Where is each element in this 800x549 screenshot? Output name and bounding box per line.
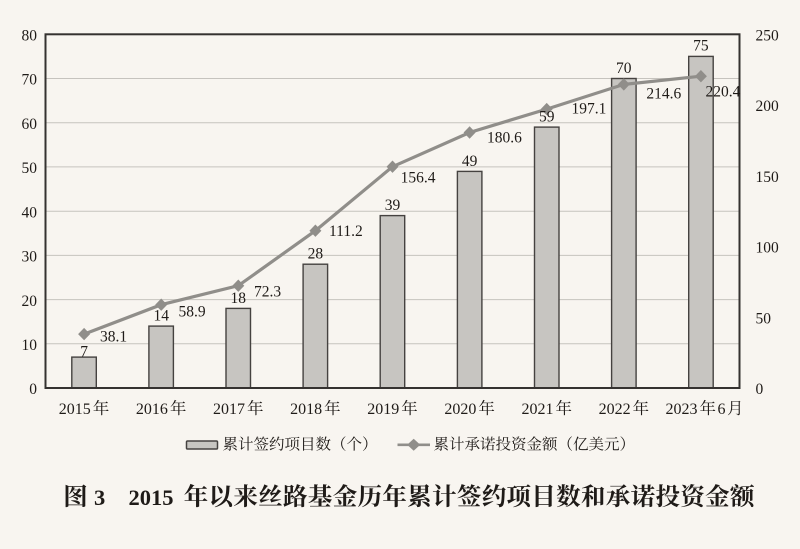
svg-text:39: 39	[385, 197, 401, 214]
svg-text:2021: 2021	[522, 401, 554, 418]
svg-text:2022: 2022	[599, 401, 631, 418]
svg-text:49: 49	[462, 153, 478, 170]
svg-text:2023: 2023	[666, 401, 698, 418]
svg-text:7: 7	[80, 344, 88, 361]
svg-text:2018: 2018	[290, 401, 322, 418]
svg-text:2015: 2015	[129, 485, 174, 510]
svg-text:70: 70	[22, 72, 38, 89]
svg-text:100: 100	[756, 240, 780, 257]
svg-text:220.4: 220.4	[706, 83, 741, 100]
svg-text:14: 14	[153, 308, 169, 325]
svg-text:70: 70	[616, 60, 632, 77]
svg-text:10: 10	[22, 337, 38, 354]
svg-text:0: 0	[756, 381, 764, 398]
svg-text:2015: 2015	[59, 401, 91, 418]
svg-text:111.2: 111.2	[329, 223, 363, 240]
svg-text:156.4: 156.4	[401, 170, 436, 187]
svg-text:75: 75	[693, 38, 709, 55]
svg-text:150: 150	[756, 169, 780, 186]
svg-text:214.6: 214.6	[646, 85, 681, 102]
svg-text:0: 0	[29, 381, 37, 398]
svg-text:58.9: 58.9	[179, 304, 206, 321]
svg-text:28: 28	[308, 246, 324, 263]
svg-text:60: 60	[22, 116, 38, 133]
svg-text:2020: 2020	[444, 401, 476, 418]
svg-text:6: 6	[718, 401, 726, 418]
svg-text:72.3: 72.3	[254, 284, 281, 301]
svg-text:3: 3	[94, 485, 105, 510]
svg-text:250: 250	[756, 28, 780, 45]
svg-text:2017: 2017	[213, 401, 245, 418]
svg-text:30: 30	[22, 249, 38, 266]
svg-text:50: 50	[22, 160, 38, 177]
svg-text:2019: 2019	[367, 401, 399, 418]
svg-text:180.6: 180.6	[487, 130, 522, 147]
svg-text:20: 20	[22, 293, 38, 310]
svg-text:80: 80	[22, 28, 38, 45]
svg-text:2016: 2016	[136, 401, 168, 418]
svg-text:38.1: 38.1	[100, 328, 127, 345]
svg-text:200: 200	[756, 98, 780, 115]
svg-text:40: 40	[22, 204, 38, 221]
svg-text:59: 59	[539, 109, 555, 126]
svg-text:197.1: 197.1	[572, 100, 607, 117]
svg-text:50: 50	[756, 311, 772, 328]
svg-text:18: 18	[231, 290, 247, 307]
